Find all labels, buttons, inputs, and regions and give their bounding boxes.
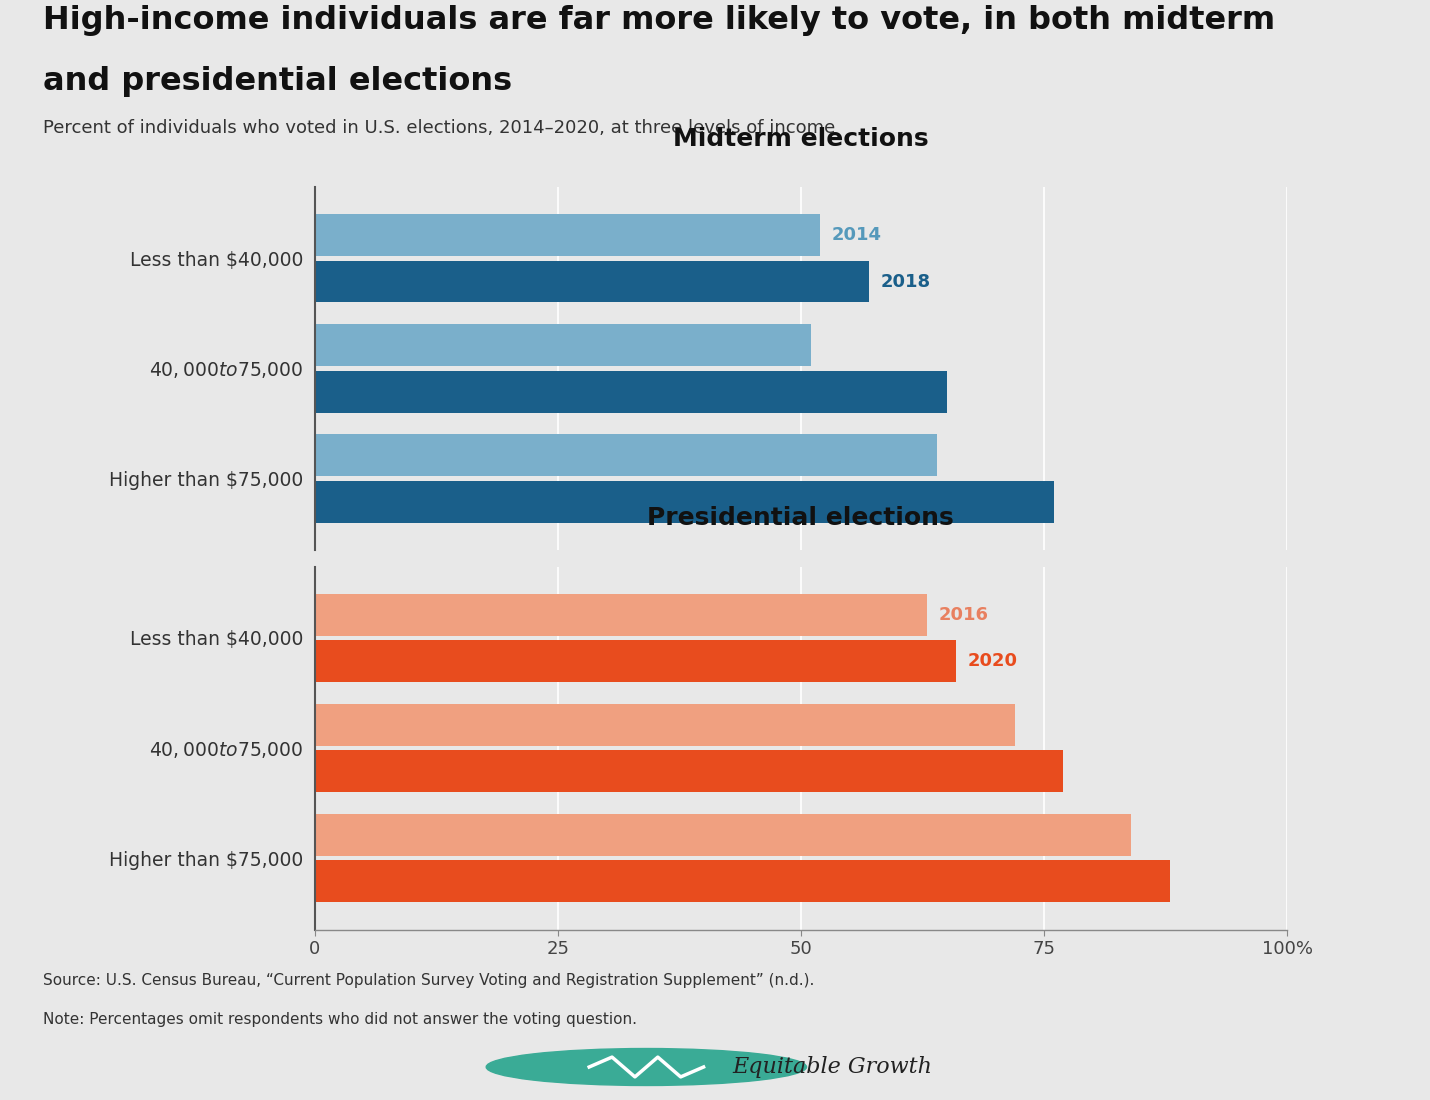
Text: 2020: 2020 (968, 652, 1018, 670)
Bar (315, 214, 821, 256)
Text: Midterm elections: Midterm elections (674, 126, 928, 151)
Bar (315, 324, 811, 366)
Bar (315, 860, 1170, 902)
Text: Note: Percentages omit respondents who did not answer the voting question.: Note: Percentages omit respondents who d… (43, 1012, 636, 1027)
Bar (315, 750, 1064, 792)
Bar (315, 594, 927, 636)
Bar (315, 481, 1054, 522)
Text: 2014: 2014 (832, 227, 882, 244)
Bar (315, 704, 1015, 746)
Text: 2018: 2018 (881, 273, 931, 290)
Text: Presidential elections: Presidential elections (648, 506, 954, 530)
Text: and presidential elections: and presidential elections (43, 66, 512, 97)
Text: 2016: 2016 (940, 606, 990, 624)
Bar (315, 814, 1131, 856)
Bar (315, 371, 947, 412)
Circle shape (486, 1048, 807, 1086)
Text: Source: U.S. Census Bureau, “Current Population Survey Voting and Registration S: Source: U.S. Census Bureau, “Current Pop… (43, 974, 814, 989)
Bar (315, 434, 937, 476)
Bar (315, 640, 957, 682)
Text: Equitable Growth: Equitable Growth (732, 1056, 932, 1078)
Text: Percent of individuals who voted in U.S. elections, 2014–2020, at three levels o: Percent of individuals who voted in U.S.… (43, 119, 835, 138)
Text: High-income individuals are far more likely to vote, in both midterm: High-income individuals are far more lik… (43, 6, 1276, 36)
Bar (315, 261, 869, 302)
